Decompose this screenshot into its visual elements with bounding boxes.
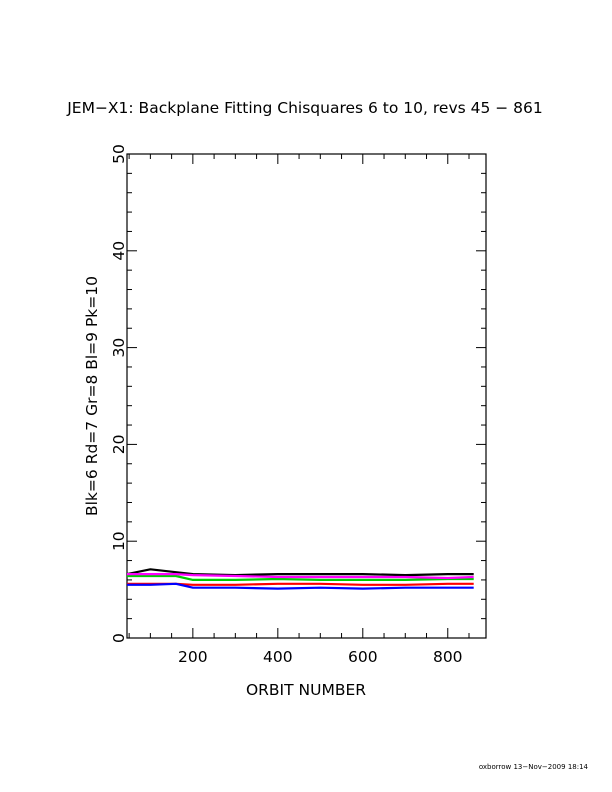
- y-tick-label: 0: [110, 633, 128, 643]
- x-tick-label: 400: [263, 648, 293, 666]
- chart-title: JEM−X1: Backplane Fitting Chisquares 6 t…: [66, 99, 543, 117]
- y-tick-label: 10: [110, 531, 128, 551]
- y-tick-label: 50: [110, 144, 128, 164]
- y-tick-label: 40: [110, 241, 128, 261]
- x-tick-label: 800: [433, 648, 463, 666]
- x-tick-label: 200: [178, 648, 208, 666]
- y-tick-label: 30: [110, 338, 128, 358]
- series-pk-10: [127, 572, 474, 580]
- x-tick-label: 600: [348, 648, 378, 666]
- series-blk-6: [126, 568, 474, 577]
- series-gr-8: [127, 574, 474, 582]
- tick-layer: 200 400 600 800 0 10 20 30 40 50: [110, 144, 486, 666]
- data-layer: [126, 568, 474, 590]
- y-axis-label: Blk=6 Rd=7 Gr=8 Bl=9 Pk=10: [83, 276, 101, 516]
- y-tick-label: 20: [110, 435, 128, 455]
- plot-frame: [126, 153, 487, 639]
- x-axis-label: ORBIT NUMBER: [246, 681, 366, 699]
- series-bl-9: [127, 582, 474, 590]
- author-timestamp: oxborrow 13−Nov−2009 18:14: [479, 763, 589, 771]
